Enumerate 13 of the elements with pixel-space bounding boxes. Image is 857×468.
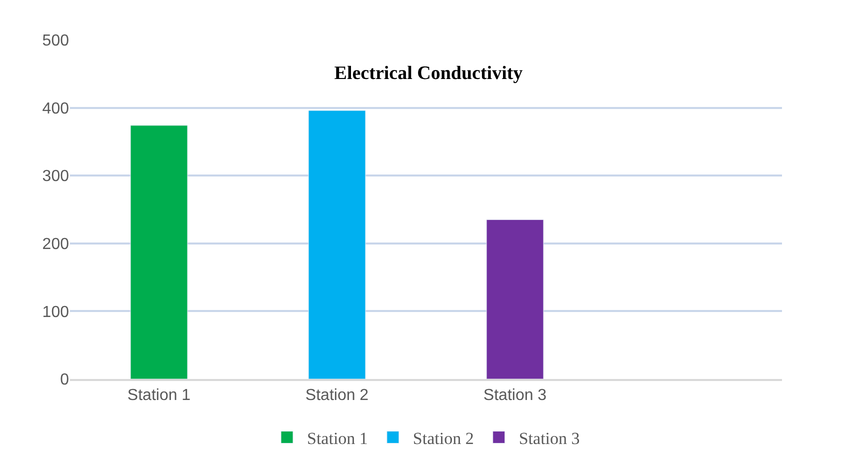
y-tick-label: 0 (60, 372, 70, 389)
text: Electrical Conductivity (334, 62, 524, 84)
y-tick-label: 300 (42, 168, 70, 186)
y-tick-label: 100 (42, 304, 70, 321)
legend-label: Station 1 (307, 428, 368, 448)
legend-label: Station 3 (518, 428, 580, 448)
x-tick-label: Station 2 (305, 387, 369, 404)
x-tick-label: Station 3 (483, 387, 547, 404)
y-tick-label: 500 (42, 32, 70, 50)
y-tick-label: 400 (42, 100, 70, 118)
y-tick-label: 200 (42, 236, 70, 253)
x-tick-label: Station 1 (127, 387, 191, 404)
legend-label: Station 2 (412, 428, 474, 448)
